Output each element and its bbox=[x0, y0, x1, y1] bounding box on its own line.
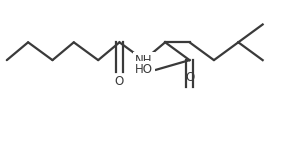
Text: O: O bbox=[115, 75, 124, 88]
Text: O: O bbox=[185, 71, 194, 84]
Text: HO: HO bbox=[135, 63, 153, 76]
Text: NH: NH bbox=[135, 54, 153, 67]
